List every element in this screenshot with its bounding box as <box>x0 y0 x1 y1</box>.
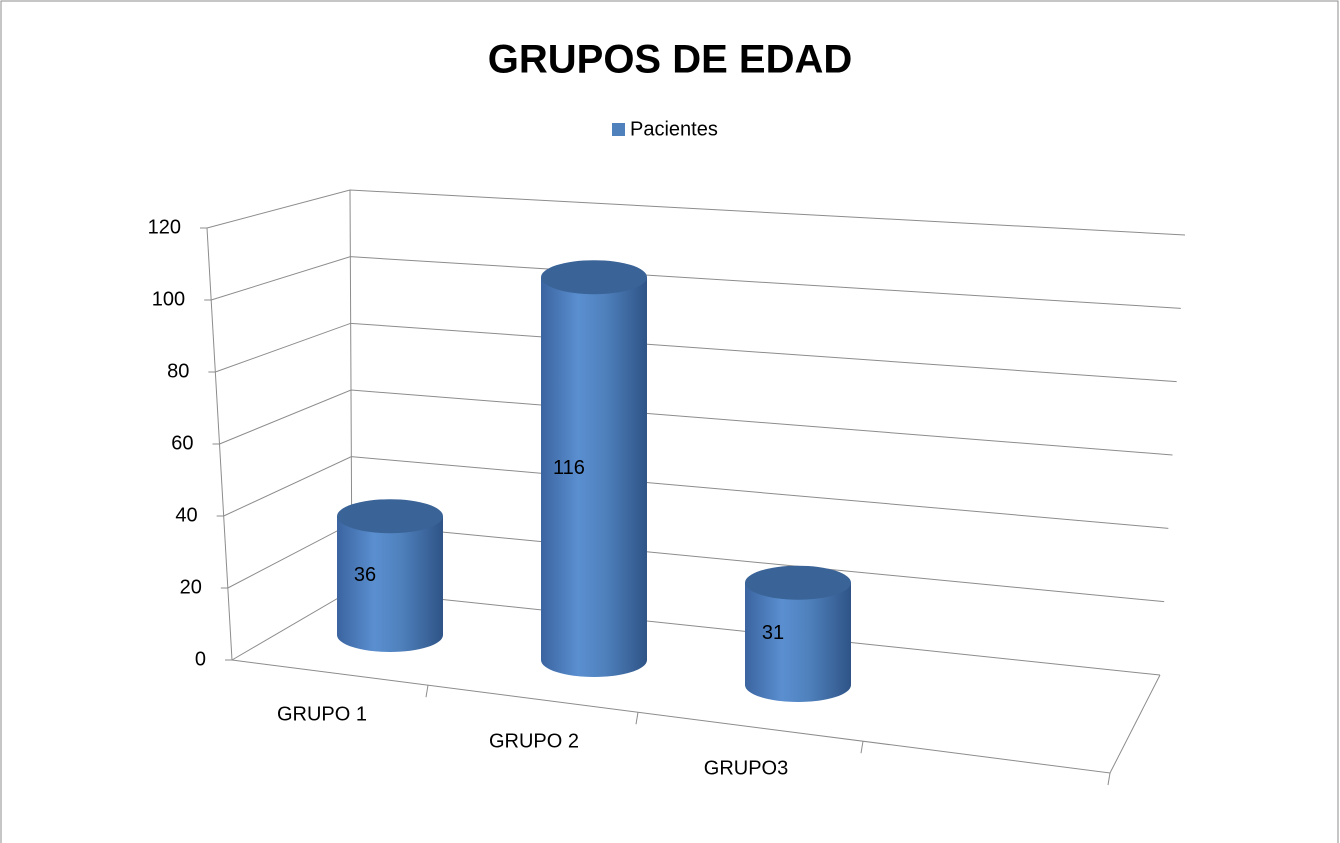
x-tick <box>860 741 864 754</box>
y-tick-label: 60 <box>171 432 193 454</box>
y-tick-label: 100 <box>152 288 185 310</box>
y-tick-label: 20 <box>180 576 202 598</box>
y-axis <box>206 227 233 661</box>
data-label: 31 <box>762 622 784 644</box>
floor-tick <box>1107 772 1111 786</box>
bar-body <box>745 582 851 702</box>
y-tick-label: 40 <box>175 504 197 526</box>
bar-top <box>541 260 647 295</box>
bar <box>541 260 647 677</box>
x-tick-label: GRUPO 2 <box>489 730 579 752</box>
grid-line <box>211 256 1181 309</box>
x-tick <box>635 712 639 725</box>
legend-label: Pacientes <box>630 118 718 140</box>
grid-line <box>206 189 1186 236</box>
bar-body <box>337 516 443 652</box>
x-tick <box>425 685 429 698</box>
x-tick-label: GRUPO3 <box>704 757 788 779</box>
x-tick-label: GRUPO 1 <box>277 703 367 725</box>
data-label: 116 <box>553 457 585 479</box>
legend-swatch <box>612 123 625 136</box>
floor-edge <box>231 659 1161 774</box>
y-tick-label: 80 <box>167 360 189 382</box>
bar <box>337 499 443 652</box>
bar-top <box>745 565 851 600</box>
y-tick-label: 120 <box>148 216 181 238</box>
bar-top <box>337 499 443 534</box>
bar <box>745 565 851 702</box>
chart-title: GRUPOS DE EDAD <box>488 38 853 82</box>
grid-line <box>219 389 1173 456</box>
data-label: 36 <box>354 564 376 586</box>
y-tick-label: 0 <box>195 648 206 670</box>
legend: Pacientes <box>612 118 718 140</box>
grid-line <box>215 322 1177 383</box>
bar-body <box>541 277 647 677</box>
